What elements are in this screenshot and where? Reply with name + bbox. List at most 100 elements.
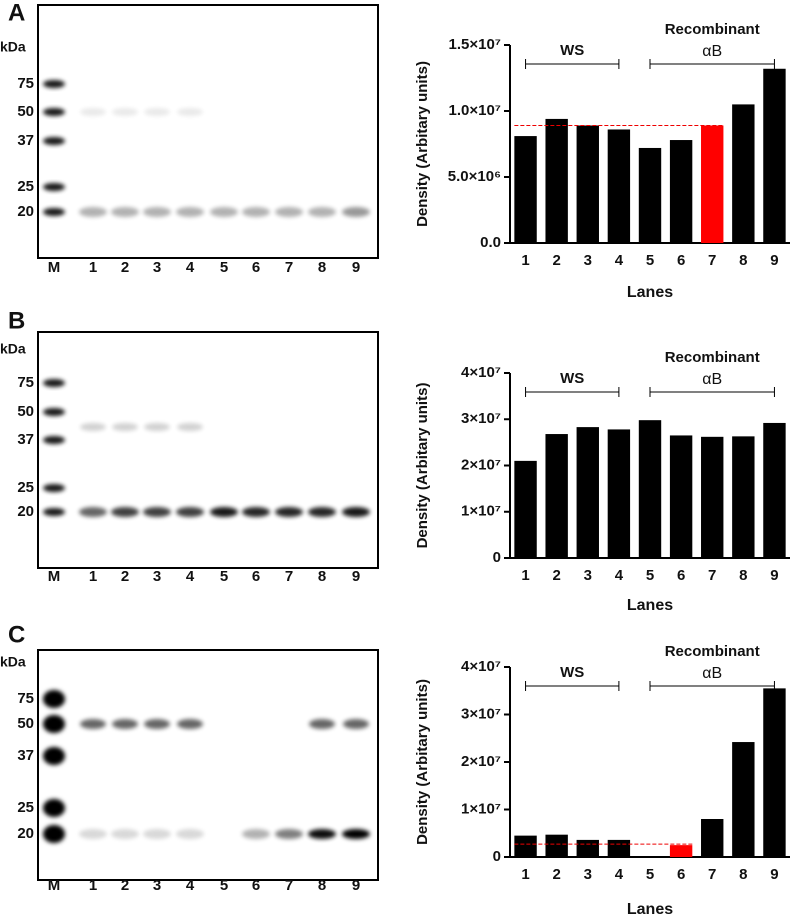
- gel-band: [275, 507, 303, 517]
- lane-label: 9: [352, 568, 360, 585]
- lane-label: 2: [121, 259, 129, 276]
- y-tick-label: 0.0: [480, 234, 501, 251]
- gel-band: [143, 507, 171, 517]
- gel-band: [242, 207, 270, 217]
- y-axis-label: Density (Arbitary units): [414, 61, 431, 227]
- marker-label: 20: [17, 203, 34, 220]
- y-tick-label: 2×10⁷: [461, 456, 501, 473]
- y-tick-label: 1×10⁷: [461, 800, 501, 817]
- marker-band: [43, 408, 65, 416]
- marker-label: 37: [17, 132, 34, 149]
- gel-band: [343, 719, 369, 729]
- y-tick-label: 3×10⁷: [461, 705, 501, 722]
- y-tick-label: 0: [493, 848, 501, 865]
- gel-band: [79, 507, 107, 517]
- annotation: αB: [702, 371, 722, 388]
- annotation: WS: [560, 664, 584, 681]
- gel-band: [210, 207, 238, 217]
- annotation: Recombinant: [665, 21, 760, 38]
- bar: [545, 118, 568, 243]
- gel-band: [80, 108, 106, 116]
- x-tick-label: 9: [770, 252, 778, 269]
- gel-band: [144, 423, 170, 431]
- bar: [701, 125, 724, 243]
- marker-label: 37: [17, 431, 34, 448]
- panel-letter: A: [8, 0, 25, 26]
- marker-label: 75: [17, 690, 34, 707]
- gel-frame: [37, 649, 379, 881]
- x-tick-label: 3: [584, 567, 592, 584]
- gel-band: [143, 207, 171, 217]
- gel-band: [342, 829, 370, 839]
- gel-band: [112, 719, 138, 729]
- x-tick-label: 6: [677, 567, 685, 584]
- x-tick-label: 3: [584, 252, 592, 269]
- x-tick-label: 4: [615, 567, 624, 584]
- lane-label: M: [48, 877, 61, 894]
- marker-band: [43, 799, 65, 817]
- x-tick-label: 7: [708, 866, 716, 883]
- x-tick-label: 1: [521, 866, 529, 883]
- gel-band: [80, 719, 106, 729]
- gel-band: [242, 507, 270, 517]
- lane-label: 9: [352, 259, 360, 276]
- marker-band: [43, 208, 65, 216]
- y-axis-label: Density (Arbitary units): [414, 679, 431, 845]
- lane-label: 3: [153, 568, 161, 585]
- x-tick-label: 3: [584, 866, 592, 883]
- gel-band: [144, 719, 170, 729]
- marker-band: [43, 108, 65, 116]
- y-tick-label: 3×10⁷: [461, 410, 501, 427]
- bar: [514, 835, 537, 857]
- bar: [763, 688, 786, 857]
- y-tick-label: 1.5×10⁷: [449, 36, 502, 53]
- lane-label: 1: [89, 568, 97, 585]
- y-tick-label: 5.0×10⁶: [448, 168, 501, 185]
- marker-label: 50: [17, 103, 34, 120]
- gel-band: [308, 829, 336, 839]
- gel-band: [176, 207, 204, 217]
- lane-label: 8: [318, 259, 326, 276]
- y-tick-label: 4×10⁷: [461, 364, 501, 381]
- bar: [545, 434, 568, 558]
- bar: [514, 460, 537, 558]
- lane-label: 8: [318, 568, 326, 585]
- x-tick-label: 5: [646, 866, 654, 883]
- gel-band: [275, 829, 303, 839]
- x-tick-label: 2: [552, 866, 560, 883]
- gel-unit: kDa: [0, 341, 26, 357]
- marker-label: 25: [17, 479, 34, 496]
- gel-band: [308, 507, 336, 517]
- annotation: αB: [702, 43, 722, 60]
- y-tick-label: 1×10⁷: [461, 503, 501, 520]
- x-tick-label: 5: [646, 567, 654, 584]
- bar: [607, 129, 631, 243]
- gel-unit: kDa: [0, 39, 26, 55]
- x-axis-label: Lanes: [627, 597, 673, 614]
- bar: [763, 422, 786, 558]
- bar: [669, 140, 693, 243]
- lane-label: 5: [220, 259, 228, 276]
- marker-band: [43, 715, 65, 733]
- lane-label: 9: [352, 877, 360, 894]
- lane-label: 8: [318, 877, 326, 894]
- annotation: αB: [702, 665, 722, 682]
- gel-band: [177, 423, 203, 431]
- annotation: WS: [560, 42, 584, 59]
- x-tick-label: 8: [739, 567, 747, 584]
- bar: [732, 436, 755, 558]
- gel-band: [176, 829, 204, 839]
- marker-label: 20: [17, 825, 34, 842]
- y-tick-label: 0: [493, 549, 501, 566]
- x-tick-label: 8: [739, 866, 747, 883]
- lane-label: M: [48, 568, 61, 585]
- gel-band: [112, 108, 138, 116]
- marker-label: 20: [17, 503, 34, 520]
- x-tick-label: 6: [677, 252, 685, 269]
- lane-label: 6: [252, 259, 260, 276]
- x-tick-label: 9: [770, 567, 778, 584]
- lane-label: 4: [186, 877, 195, 894]
- bar: [576, 427, 599, 558]
- lane-label: M: [48, 259, 61, 276]
